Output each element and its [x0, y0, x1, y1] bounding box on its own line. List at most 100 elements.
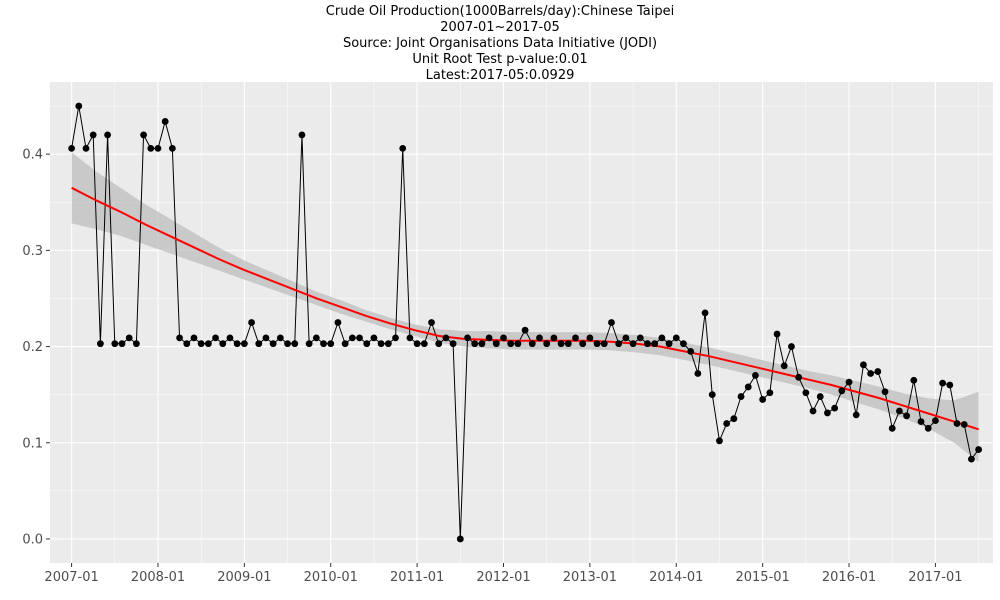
data-point	[406, 334, 414, 342]
data-point	[744, 383, 752, 391]
y-tick-label: 0.4	[22, 148, 43, 163]
data-point	[219, 340, 227, 348]
data-point	[802, 389, 810, 397]
data-point	[104, 131, 111, 139]
data-point	[75, 102, 83, 110]
data-point	[658, 334, 666, 342]
data-point	[924, 424, 932, 432]
y-tick-label: 0.3	[22, 244, 43, 259]
data-point	[651, 340, 659, 348]
data-point	[831, 404, 839, 412]
data-point	[730, 415, 738, 423]
y-tick-label: 0.2	[22, 340, 43, 355]
x-tick-label: 2008-01	[131, 570, 185, 585]
y-tick-label: 0.1	[22, 436, 43, 451]
data-point	[233, 340, 241, 348]
data-point	[363, 340, 371, 348]
y-tick-label: 0.0	[22, 532, 43, 547]
data-point	[348, 334, 356, 342]
data-point	[917, 418, 925, 425]
data-point	[514, 340, 522, 348]
data-point	[478, 340, 486, 348]
chart-latest-value: Latest:2017-05:0.0929	[425, 68, 575, 83]
data-point	[852, 411, 860, 419]
x-tick-label: 2010-01	[304, 570, 358, 585]
chart-date-range: 2007-01~2017-05	[440, 20, 560, 35]
data-point	[543, 340, 551, 348]
x-tick-label: 2015-01	[735, 570, 789, 585]
data-point	[183, 340, 191, 348]
data-point	[665, 340, 673, 348]
data-point	[672, 334, 680, 342]
data-point	[816, 393, 824, 400]
data-point	[536, 334, 543, 342]
data-point	[881, 388, 889, 396]
data-point	[442, 334, 450, 342]
data-point	[564, 340, 572, 348]
plot-panel	[50, 82, 993, 563]
data-point	[953, 420, 961, 427]
data-point	[111, 340, 119, 348]
minor-gridlines	[50, 82, 993, 563]
chart-unit-root-test: Unit Root Test p-value:0.01	[412, 52, 588, 67]
chart-source: Source: Joint Organisations Data Initiat…	[342, 36, 658, 51]
data-point	[896, 407, 903, 415]
data-point	[521, 326, 529, 334]
data-point	[939, 379, 947, 387]
data-point	[204, 340, 212, 348]
data-point	[680, 340, 687, 348]
data-point	[572, 334, 579, 342]
data-point	[168, 144, 176, 152]
data-point	[608, 319, 615, 326]
data-point	[269, 340, 277, 348]
x-tick-label: 2013-01	[563, 570, 617, 585]
data-point	[240, 340, 248, 348]
data-point	[212, 334, 219, 342]
data-point	[903, 412, 911, 420]
y-axis: 0.0 0.1 0.2 0.3 0.4	[22, 148, 50, 547]
x-tick-label: 2009-01	[217, 570, 271, 585]
data-point	[118, 340, 126, 348]
data-point	[428, 319, 435, 326]
data-point	[305, 340, 313, 348]
data-point	[788, 343, 795, 350]
x-tick-label: 2016-01	[822, 570, 876, 585]
data-point	[68, 144, 75, 152]
data-point	[291, 340, 299, 348]
data-point	[708, 391, 716, 399]
data-point	[644, 340, 651, 348]
data-point	[464, 334, 471, 342]
data-point	[867, 370, 875, 377]
data-point	[910, 376, 918, 384]
data-point	[449, 340, 457, 348]
data-point	[975, 446, 982, 453]
data-point	[413, 340, 421, 348]
data-point	[737, 393, 745, 400]
data-point	[860, 361, 867, 369]
data-point	[255, 340, 263, 348]
data-point	[766, 389, 774, 397]
data-point	[932, 417, 939, 425]
x-axis: 2007-01 2008-01 2009-01 2010-01 2011-01 2012-…	[44, 563, 963, 585]
data-point	[471, 340, 479, 348]
chart-title: Crude Oil Production(1000Barrels/day):Ch…	[325, 4, 675, 19]
data-point	[752, 372, 759, 379]
data-point	[809, 407, 817, 415]
data-point	[262, 334, 270, 342]
data-point	[197, 340, 205, 348]
data-point	[298, 131, 306, 139]
data-point	[420, 340, 428, 348]
x-tick-label: 2011-01	[390, 570, 444, 585]
data-point	[694, 370, 702, 377]
data-point	[248, 319, 255, 326]
data-point	[795, 373, 803, 381]
data-points	[68, 102, 982, 543]
data-point	[89, 131, 97, 139]
data-point	[492, 340, 500, 348]
data-point	[327, 340, 335, 348]
data-point	[276, 334, 284, 342]
data-point	[384, 340, 392, 348]
x-tick-label: 2007-01	[44, 570, 98, 585]
x-tick-label: 2012-01	[476, 570, 530, 585]
